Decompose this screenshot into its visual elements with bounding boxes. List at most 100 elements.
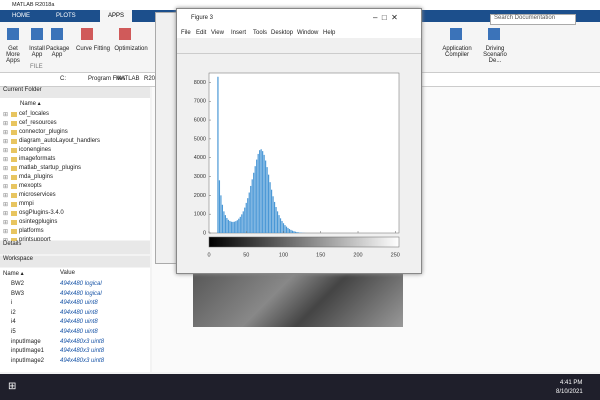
app-icon[interactable] — [7, 28, 19, 40]
bar — [257, 153, 259, 233]
variable-name[interactable]: i2 — [11, 309, 16, 316]
expander[interactable]: ⊞ — [3, 148, 9, 154]
details-header: Details — [0, 241, 150, 254]
variable-name[interactable]: i4 — [11, 319, 16, 326]
variable-value[interactable]: 494x480 uint8 — [60, 319, 98, 326]
expander[interactable]: ⊞ — [3, 184, 9, 190]
bar — [284, 225, 286, 233]
app-icon[interactable] — [31, 28, 43, 40]
expander[interactable]: ⊞ — [3, 166, 9, 172]
expander[interactable]: ⊞ — [3, 139, 9, 145]
bar — [235, 221, 237, 233]
start-button[interactable]: ⊞ — [8, 381, 17, 392]
tab[interactable]: HOME — [12, 13, 30, 19]
folder-item[interactable]: iconengines — [19, 147, 52, 153]
menu-item[interactable]: Tools — [253, 30, 268, 36]
variable-value[interactable]: 494x480 logical — [60, 281, 102, 287]
folder-item[interactable]: diagram_autoLayout_handlers — [19, 138, 101, 144]
folder-item[interactable]: printsupport — [19, 237, 51, 243]
path-segment[interactable]: C: — [60, 76, 66, 82]
bar — [290, 229, 292, 233]
variable-name[interactable]: i — [11, 300, 13, 307]
folder-item[interactable]: matlab_startup_plugins — [19, 165, 82, 171]
bar — [272, 196, 274, 233]
variable-value[interactable]: 494x480 uint8 — [60, 329, 98, 335]
tab[interactable]: PLOTS — [56, 13, 76, 19]
variable-value[interactable]: 494x480 uint8 — [60, 300, 98, 307]
app-icon[interactable] — [119, 28, 131, 40]
clock-date: 8/10/2021 — [556, 389, 583, 395]
section-label: FILE — [30, 64, 43, 70]
path-segment[interactable]: Program Files — [88, 76, 126, 82]
bar — [262, 151, 264, 233]
expander[interactable]: ⊞ — [3, 157, 9, 163]
variable-value[interactable]: 494x480x3 uint8 — [60, 338, 105, 345]
folder-icon — [11, 202, 17, 207]
menu-item[interactable]: Window — [297, 30, 319, 36]
folder-item[interactable]: cef_locales — [19, 111, 50, 117]
search-box[interactable]: Search Documentation — [490, 14, 576, 25]
folder-item[interactable]: osgPlugins-3.4.0 — [19, 210, 64, 216]
menu-item[interactable]: Edit — [196, 30, 207, 36]
y-tick-label: 4000 — [194, 155, 206, 161]
variable-value[interactable]: 494x480x3 uint8 — [60, 348, 105, 355]
bar — [230, 221, 232, 233]
folder-item[interactable]: cef_resources — [19, 120, 57, 126]
folder-item[interactable]: connector_plugins — [19, 129, 68, 135]
expander[interactable]: ⊞ — [3, 202, 9, 208]
tab[interactable]: APPS — [100, 10, 133, 22]
column-header: Name ▴ — [3, 271, 24, 277]
variable-name[interactable]: i5 — [11, 329, 16, 335]
variable-name[interactable]: inputImage1 — [11, 348, 45, 355]
y-tick-label: 1000 — [194, 212, 206, 218]
variable-name[interactable]: inputImage2 — [11, 357, 45, 364]
menu-item[interactable]: Help — [323, 30, 336, 36]
path-segment[interactable]: MATLAB — [116, 76, 140, 82]
bar — [244, 207, 246, 233]
variable-value[interactable]: 494x480 logical — [60, 290, 102, 297]
folder-icon — [11, 211, 17, 216]
variable-name[interactable]: BW3 — [11, 290, 25, 297]
app-label: Driving Scenario De... — [483, 46, 507, 64]
expander[interactable]: ⊞ — [3, 121, 9, 127]
bar — [245, 202, 247, 233]
menu-item[interactable]: Insert — [231, 30, 247, 36]
app-icon[interactable] — [81, 28, 93, 40]
expander[interactable]: ⊞ — [3, 211, 9, 217]
bar — [263, 154, 265, 233]
title-bar: MATLAB R2018a — [0, 0, 600, 10]
expander[interactable]: ⊞ — [3, 175, 9, 181]
bar — [250, 185, 252, 233]
menu-item[interactable]: Desktop — [271, 30, 294, 36]
expander[interactable]: ⊞ — [3, 220, 9, 226]
y-tick-label: 2000 — [194, 193, 206, 199]
menu-item[interactable]: View — [211, 30, 224, 36]
window-controls[interactable]: – □ ✕ — [373, 13, 398, 22]
folder-item[interactable]: platforms — [19, 228, 44, 234]
variable-name[interactable]: inputImage — [11, 338, 41, 345]
folder-item[interactable]: osintegplugins — [19, 219, 58, 225]
expander[interactable]: ⊞ — [3, 193, 9, 199]
folder-item[interactable]: microservices — [19, 192, 56, 198]
bar — [259, 150, 261, 233]
variable-value[interactable]: 494x480 uint8 — [60, 309, 98, 316]
app-icon[interactable] — [488, 28, 500, 40]
app-icon[interactable] — [51, 28, 63, 40]
bar — [227, 219, 229, 233]
folder-icon — [11, 220, 17, 225]
app-icon[interactable] — [450, 28, 462, 40]
menu-item[interactable]: File — [181, 30, 191, 36]
expander[interactable]: ⊞ — [3, 229, 9, 235]
folder-item[interactable]: imageformats — [19, 156, 56, 162]
workspace-table: Name ▴ Value BW2 494x480 logical BW3 494x480 … — [0, 268, 150, 372]
variable-value[interactable]: 494x480x3 uint8 — [60, 357, 105, 364]
expander[interactable]: ⊞ — [3, 130, 9, 136]
folder-icon — [11, 112, 17, 117]
bar — [288, 229, 291, 233]
expander[interactable]: ⊞ — [3, 112, 9, 118]
folder-item[interactable]: mmpi — [19, 201, 34, 207]
path-segment[interactable]: R20 — [144, 76, 156, 82]
folder-item[interactable]: mda_plugins — [19, 174, 54, 180]
variable-name[interactable]: BW2 — [11, 281, 25, 287]
folder-item[interactable]: mexopts — [19, 183, 42, 189]
